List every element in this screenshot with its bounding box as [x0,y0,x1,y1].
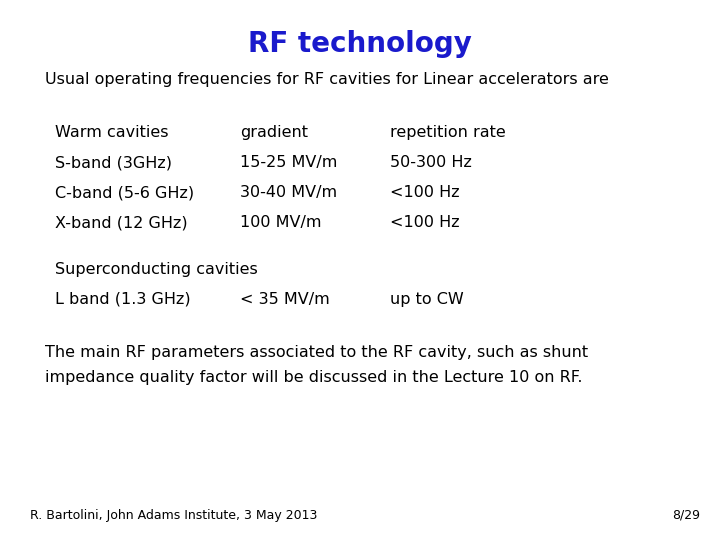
Text: 100 MV/m: 100 MV/m [240,215,322,230]
Text: <100 Hz: <100 Hz [390,185,459,200]
Text: The main RF parameters associated to the RF cavity, such as shunt: The main RF parameters associated to the… [45,345,588,360]
Text: Warm cavities: Warm cavities [55,125,168,140]
Text: Usual operating frequencies for RF cavities for Linear accelerators are: Usual operating frequencies for RF cavit… [45,72,609,87]
Text: up to CW: up to CW [390,292,464,307]
Text: C-band (5-6 GHz): C-band (5-6 GHz) [55,185,194,200]
Text: L band (1.3 GHz): L band (1.3 GHz) [55,292,191,307]
Text: 30-40 MV/m: 30-40 MV/m [240,185,337,200]
Text: repetition rate: repetition rate [390,125,505,140]
Text: Superconducting cavities: Superconducting cavities [55,262,258,277]
Text: RF technology: RF technology [248,30,472,58]
Text: R. Bartolini, John Adams Institute, 3 May 2013: R. Bartolini, John Adams Institute, 3 Ma… [30,509,318,522]
Text: < 35 MV/m: < 35 MV/m [240,292,330,307]
Text: impedance quality factor will be discussed in the Lecture 10 on RF.: impedance quality factor will be discuss… [45,370,582,385]
Text: 50-300 Hz: 50-300 Hz [390,155,472,170]
Text: <100 Hz: <100 Hz [390,215,459,230]
Text: 8/29: 8/29 [672,509,700,522]
Text: X-band (12 GHz): X-band (12 GHz) [55,215,188,230]
Text: 15-25 MV/m: 15-25 MV/m [240,155,338,170]
Text: S-band (3GHz): S-band (3GHz) [55,155,172,170]
Text: gradient: gradient [240,125,308,140]
